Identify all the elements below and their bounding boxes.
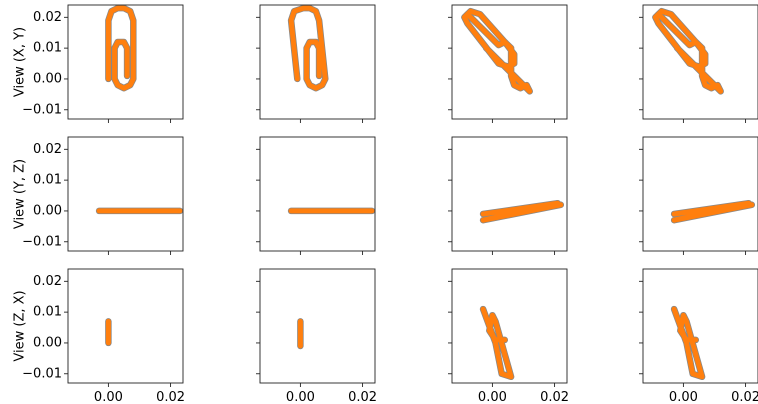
x-tick-label: 0.00 xyxy=(478,390,507,404)
axes-frame xyxy=(451,4,568,120)
axes-frame xyxy=(67,4,184,120)
subplot-r1-c2 xyxy=(448,136,568,255)
y-tick-label: 0.02 xyxy=(33,142,62,157)
y-tick-label: 0.00 xyxy=(33,71,62,86)
series-line xyxy=(652,8,724,94)
y-tick-label: −0.01 xyxy=(22,366,62,381)
x-tick-label: 0.02 xyxy=(540,390,569,404)
y-tick-label: 0.00 xyxy=(33,335,62,350)
row-label: View (X, Y) xyxy=(13,27,28,97)
row-label: View (Z, X) xyxy=(13,290,28,361)
x-tick-label: 0.00 xyxy=(669,390,698,404)
subplot-r2-c0: −0.01 0.00 0.01 0.02 0.00 0.02 xyxy=(22,268,185,404)
axes-frame xyxy=(259,136,376,252)
axes-frame xyxy=(642,4,758,120)
y-tick-label: 0.01 xyxy=(33,305,62,320)
y-tick-label: −0.01 xyxy=(22,102,62,117)
row-labels: View (X, Y) View (Y, Z) View (Z, X) xyxy=(13,27,28,362)
axes-frame xyxy=(451,268,568,384)
subplot-r1-c0: −0.01 0.00 0.01 0.02 xyxy=(22,136,184,255)
series-line xyxy=(671,306,705,380)
y-tick-label: 0.01 xyxy=(33,41,62,56)
series-line xyxy=(461,8,533,94)
axes-frame xyxy=(259,4,376,120)
subplot-r0-c2 xyxy=(448,4,568,123)
x-tick-label: 0.02 xyxy=(348,390,377,404)
axes-frame xyxy=(642,268,758,384)
x-tick-label: 0.00 xyxy=(286,390,315,404)
series-line xyxy=(480,306,514,380)
subplot-r1-c1 xyxy=(256,136,376,255)
x-tick-label: 0.00 xyxy=(94,390,123,404)
axes-frame xyxy=(259,268,376,384)
axes-frame xyxy=(642,136,758,252)
y-tick-label: 0.02 xyxy=(33,274,62,289)
series-line xyxy=(480,200,564,223)
subplot-r0-c1 xyxy=(256,4,376,123)
subplot-r0-c3 xyxy=(639,4,758,123)
subplot-r1-c3 xyxy=(639,136,758,255)
axes-frame xyxy=(451,136,568,252)
y-tick-label: 0.02 xyxy=(33,10,62,25)
series-line xyxy=(671,200,755,223)
subplot-r2-c2: 0.00 0.02 xyxy=(448,268,569,404)
x-tick-label: 0.02 xyxy=(156,390,185,404)
x-tick-label: 0.02 xyxy=(731,390,758,404)
y-tick-label: −0.01 xyxy=(22,234,62,249)
subplot-r0-c0: −0.01 0.00 0.01 0.02 xyxy=(22,4,184,123)
subplot-r2-c1: 0.00 0.02 xyxy=(256,268,377,404)
y-tick-label: 0.00 xyxy=(33,203,62,218)
axes-frame xyxy=(67,268,184,384)
y-tick-label: 0.01 xyxy=(33,173,62,188)
subplot-r2-c3: 0.00 0.02 xyxy=(639,268,758,404)
series-line xyxy=(105,5,136,91)
axes-frame xyxy=(67,136,184,252)
subplot-grid: −0.01 0.00 0.01 0.02 −0.01 0.00 0.01 0.02 −0.01 0… xyxy=(22,4,758,404)
row-label: View (Y, Z) xyxy=(13,159,28,229)
series-line xyxy=(288,5,328,91)
